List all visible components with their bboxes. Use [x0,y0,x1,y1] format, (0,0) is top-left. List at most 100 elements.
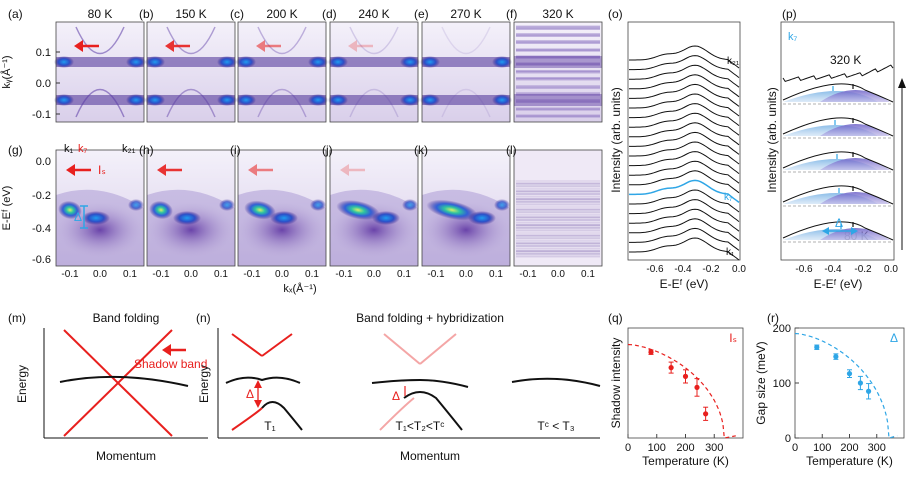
data-point [648,349,654,355]
intensity-spot [468,211,496,225]
noise-stripe [516,242,600,245]
noise-stripe [516,114,600,116]
map-frame [55,21,145,123]
shadow-band-label: Shadow band [134,357,207,371]
noise-stripe [516,77,600,79]
intensity-spot [145,94,165,106]
hybrid-upper [371,378,469,388]
t2-label: T₁<T₂<Tᶜ [396,419,445,433]
edc-curve [629,218,740,242]
panel-label: (p) [782,7,797,21]
spectrum-2: (i) -0.1 0.0 0.1 [230,143,327,280]
lower-branch [379,397,415,431]
x-axis-label: Momentum [96,449,156,463]
intensity-spot [420,94,440,106]
edc-curve [629,179,740,203]
noise-stripe [516,200,600,203]
intensity-spot [217,94,237,106]
x-tick-label: 300 [868,442,886,454]
legend-label: Δ [890,331,898,345]
y-tick-label: 0 [785,433,791,445]
bottom-y-tick: -0.4 [32,223,51,235]
noise-stripe [516,57,600,59]
data-point [682,373,689,379]
x-tick-label: 0 [792,442,798,454]
noise-stripe [516,226,600,229]
intensity-spot [402,199,418,211]
panel-label: (n) [196,311,211,325]
panel-label: (o) [608,7,623,21]
spectrum-3: (j) -0.1 0.0 0.1 [322,143,419,280]
shadow-contour [441,88,491,118]
gap-marker-caps [80,205,88,229]
map-background [422,22,510,122]
noise-stripe [516,25,600,27]
arrow-head [256,40,265,52]
arrow-head [74,40,83,52]
fit-curve-group [782,151,894,173]
shadow-contour [257,88,307,118]
spectrum-frame [329,149,419,267]
edc-curve [629,208,740,232]
x-tick-label: 200 [676,442,694,454]
x-tick-label: -0.1 [243,269,261,280]
edc-curve [629,55,740,78]
shadow-arrow [74,40,99,52]
panel-label: (e) [414,7,429,21]
y-axis-label: Intensity (arb. units) [765,87,779,192]
legend-label: Iₛ [729,331,737,345]
shadow-intensity-label: Iₛ [98,163,106,177]
hybrid-lower [403,391,463,431]
noise-stripe [516,180,600,182]
noise-stripe [516,94,600,96]
x-tick-label: 0.1 [305,269,319,280]
map-background [56,22,144,122]
x-tick-label: 0.0 [732,264,746,275]
hybrid-upper [225,376,301,384]
edc-fit [782,185,894,205]
noise-stripe [516,34,600,36]
fit-curve [794,332,898,439]
fermi-map-1: (b) 150 K [139,7,237,123]
noise-stripe [516,216,600,219]
edc-curve [629,189,740,213]
intensity-spot [308,56,328,68]
noise-stripe [516,109,600,111]
noise-stripe [516,99,600,101]
top-y-tick: 0.1 [36,47,51,59]
bottom-y-axis-label: E-Eᶠ (eV) [1,186,13,231]
panel-n: (n) Band folding + hybridization Δ T₁ Δ T₁<T₂… [196,311,601,463]
band-stripe [422,95,510,105]
noise-stripe [516,87,600,89]
x-axis-label: Momentum [400,449,460,463]
fit-curve [627,343,736,439]
intensity-spot [310,199,326,211]
noise-stripe [516,100,600,102]
flat-band [511,377,601,387]
band-stripe [147,95,235,105]
fit-curve-group [782,117,894,139]
y-axis-label: Intensity (arb. units) [609,87,623,192]
x-axis-label: Temperature (K) [806,454,893,468]
gap-label: Δ [246,387,254,401]
x-tick-label: 100 [813,442,831,454]
noise-stripe [516,221,600,224]
intensity-spot [236,94,256,106]
temperature-label: 200 K [266,7,297,21]
lower-branch [231,407,263,431]
intensity-spot [128,199,144,211]
arrow-head [248,164,257,176]
edc-fit [782,117,894,137]
x-tick-label: 0.0 [551,269,565,280]
k7-label: k₇ [724,192,733,203]
band-stripe [56,95,144,105]
noise-stripe [516,72,600,74]
edc-curve [629,170,740,194]
intensity-hotspot [244,200,276,220]
data-point [857,380,864,386]
panel-label: (a) [8,7,23,21]
intensity-spot [494,199,510,211]
x-tick-label: 200 [840,442,858,454]
